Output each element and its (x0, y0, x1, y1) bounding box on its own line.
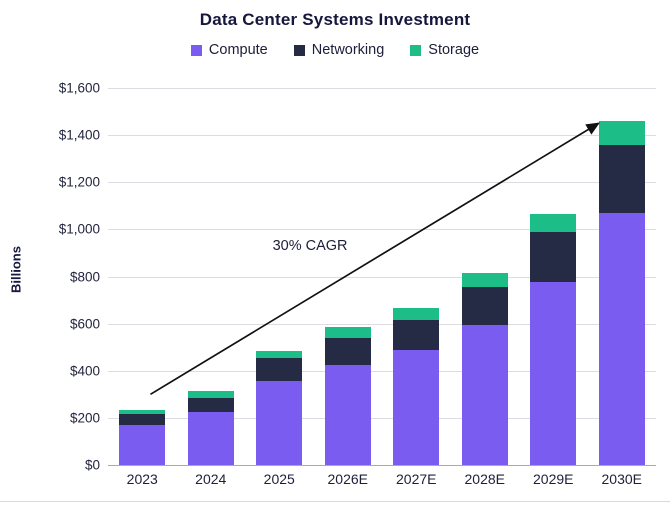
x-tick-label: 2025 (263, 471, 295, 487)
y-tick-label: $1,200 (58, 174, 100, 190)
x-tick-label: 2028E (464, 471, 505, 487)
cagr-annotation-label: 30% CAGR (272, 237, 348, 254)
bar-segment-networking-2030E (598, 144, 645, 213)
bar-segment-compute-2025 (256, 381, 303, 465)
legend-swatch-networking (293, 44, 305, 56)
bar-segment-compute-2023 (119, 424, 166, 465)
x-tick-label: 2027E (396, 471, 437, 487)
bottom-divider (0, 501, 670, 502)
y-tick-label: $0 (84, 457, 100, 473)
legend-item-networking: Networking (293, 42, 385, 58)
y-tick-label: $1,600 (58, 80, 100, 96)
bar-segment-compute-2029E (530, 282, 577, 465)
legend-label-networking: Networking (311, 42, 385, 58)
legend: Compute Networking Storage (0, 42, 670, 58)
legend-label-storage: Storage (428, 42, 480, 58)
y-axis-title: Billions (8, 246, 24, 293)
bar-segment-compute-2030E (598, 212, 645, 465)
x-tick-label: 2023 (126, 471, 158, 487)
chart-title: Data Center Systems Investment (199, 10, 471, 29)
x-tick-label: 2026E (327, 471, 368, 487)
bar-segment-networking-2023 (119, 414, 166, 425)
bar-segment-storage-2029E (530, 214, 577, 232)
bar-segment-networking-2029E (530, 231, 577, 283)
bar-segment-storage-2025 (256, 350, 303, 358)
legend-item-compute: Compute (190, 42, 268, 58)
gridline (108, 88, 656, 89)
y-tick-label: $800 (69, 269, 100, 284)
bar-segment-compute-2028E (461, 324, 508, 465)
bar-segment-networking-2028E (461, 287, 508, 325)
x-tick-label: 2029E (533, 471, 574, 487)
bar-segment-storage-2024 (187, 390, 234, 398)
y-tick-label: $1,000 (58, 221, 100, 237)
bar-segment-storage-2027E (393, 308, 440, 321)
y-tick-label: $200 (69, 410, 100, 426)
gridline (108, 465, 656, 466)
gridline (108, 135, 656, 137)
bar-segment-storage-2026E (324, 327, 371, 338)
y-tick-label: $1,400 (58, 127, 100, 143)
y-tick-label: $600 (69, 316, 100, 332)
legend-item-storage: Storage (410, 42, 479, 58)
bar-segment-compute-2027E (393, 349, 440, 465)
y-axis-ticks: $0 $200 $400 $600 $800 $1,000 $1,200 $1,400 $1,6… (30, 81, 100, 473)
gridline (108, 417, 656, 419)
y-tick-label: $400 (69, 363, 100, 379)
bar-segment-networking-2027E (393, 320, 440, 350)
bar-segment-networking-2025 (256, 357, 303, 382)
legend-swatch-compute (190, 44, 202, 56)
x-axis-ticks: 2023 2024 2025 2026E 2027E 2028E 2029E 2030E (108, 471, 656, 491)
gridline (108, 182, 656, 184)
bar-segment-storage-2028E (461, 272, 508, 288)
bar-segment-storage-2030E (598, 120, 645, 145)
x-tick-label: 2024 (195, 471, 227, 487)
bar-segment-networking-2026E (324, 337, 371, 365)
bar-segment-compute-2026E (324, 364, 371, 465)
bar-segment-storage-2023 (119, 409, 166, 415)
legend-label-compute: Compute (208, 42, 268, 58)
bar-segment-networking-2024 (187, 397, 234, 412)
bar-segment-compute-2024 (187, 411, 234, 465)
plot-area: 30% CAGR (108, 88, 656, 466)
x-tick-label: 2030E (601, 471, 642, 487)
legend-swatch-storage (410, 44, 422, 56)
